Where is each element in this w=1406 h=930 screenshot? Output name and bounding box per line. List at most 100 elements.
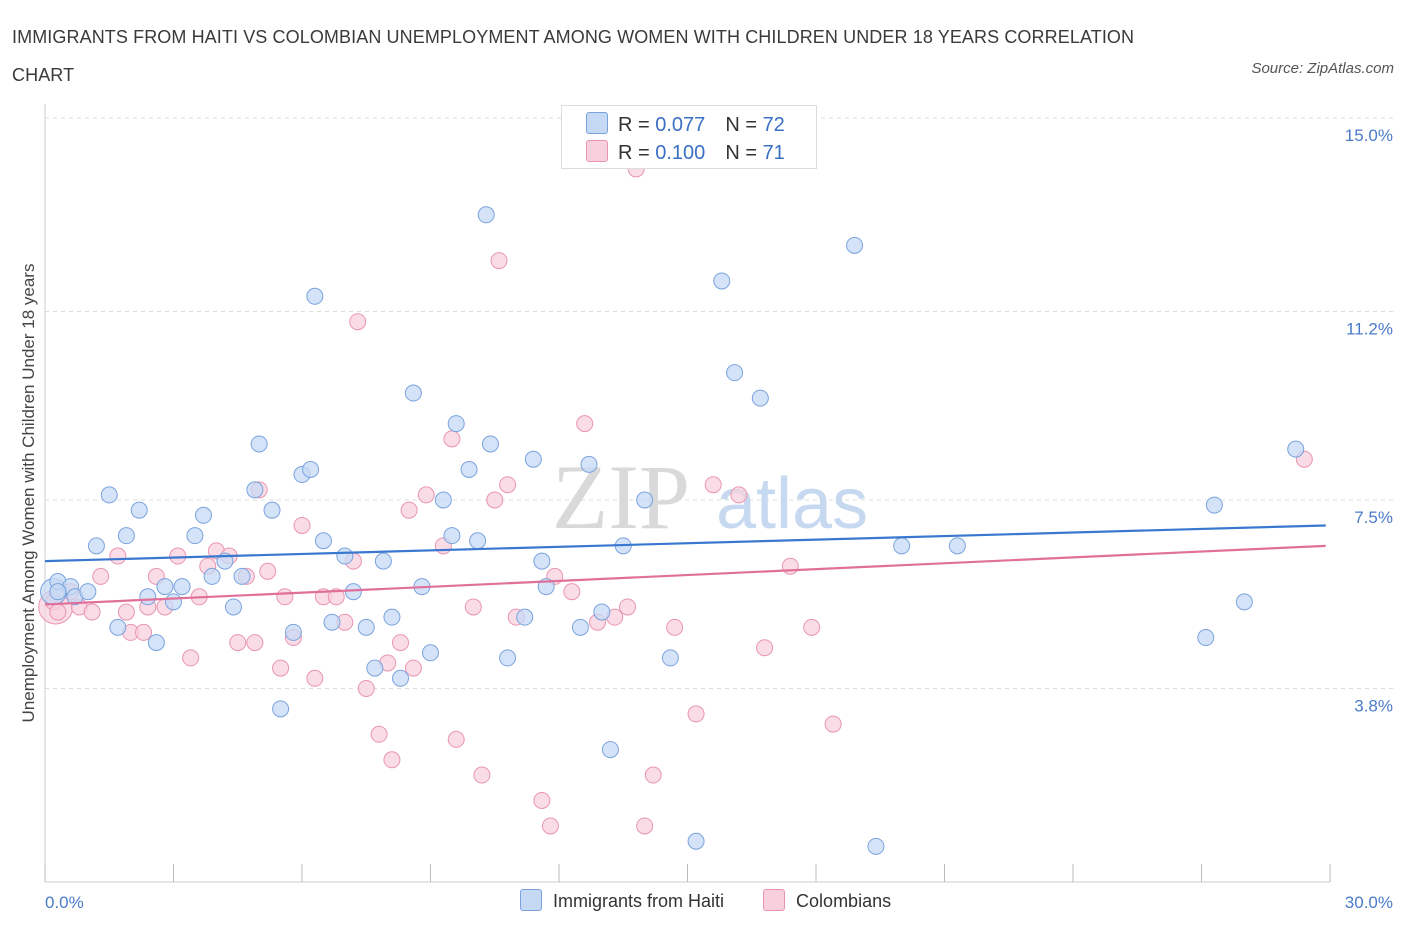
colombians-point — [636, 817, 654, 835]
haiti-point — [447, 415, 465, 433]
haiti-trend-line — [44, 524, 1326, 563]
colombians-point — [272, 659, 290, 677]
haiti-point — [404, 384, 422, 402]
haiti-point — [49, 583, 67, 601]
haiti-point — [516, 608, 534, 626]
haiti-point — [366, 659, 384, 677]
bottom-legend-swatch-haiti — [520, 889, 542, 911]
colombians-point — [756, 639, 774, 657]
colombians-point — [417, 486, 435, 504]
colombians-point — [404, 659, 422, 677]
haiti-point — [443, 527, 461, 545]
colombians-point — [246, 634, 264, 652]
haiti-point — [383, 608, 401, 626]
bottom-legend-label-haiti: Immigrants from Haiti — [553, 891, 725, 911]
haiti-point — [580, 455, 598, 473]
source-label: Source: ZipAtlas.com — [1251, 60, 1394, 77]
haiti-point — [392, 669, 410, 687]
haiti-point — [250, 435, 268, 453]
bottom-legend: Immigrants from Haiti Colombians — [520, 889, 925, 912]
haiti-point — [117, 527, 135, 545]
colombians-point — [392, 634, 410, 652]
colombians-point — [486, 491, 504, 509]
haiti-point — [314, 532, 332, 550]
haiti-point — [100, 486, 118, 504]
haiti-point — [109, 618, 127, 636]
haiti-point — [713, 272, 731, 290]
chart-title: IMMIGRANTS FROM HAITI VS COLOMBIAN UNEMP… — [12, 27, 1135, 85]
colombians-point — [182, 649, 200, 667]
colombians-point — [135, 623, 153, 641]
colombians-point — [49, 603, 67, 621]
legend: R = 0.077 N = 72 R = 0.100 N = 71 — [561, 105, 817, 169]
haiti-point — [263, 501, 281, 519]
legend-r-value: 0.100 — [655, 142, 706, 164]
haiti-point — [422, 644, 439, 662]
haiti-point — [87, 537, 105, 555]
haiti-point — [306, 287, 324, 305]
x-tick-label: 30.0% — [1345, 893, 1393, 912]
colombians-point — [576, 415, 594, 433]
colombians-point — [92, 567, 110, 585]
haiti-point — [302, 460, 320, 478]
legend-n-value: 72 — [762, 114, 785, 136]
colombians-point — [824, 715, 842, 733]
colombians-point — [464, 598, 482, 616]
haiti-point — [173, 578, 191, 596]
haiti-point — [601, 741, 619, 759]
haiti-point — [893, 537, 911, 555]
watermark: ZIP atlas — [552, 446, 868, 548]
bottom-legend-haiti: Immigrants from Haiti — [520, 889, 724, 912]
bottom-legend-label-colombians: Colombians — [796, 891, 892, 911]
x-tick-label: 0.0% — [45, 893, 84, 912]
haiti-point — [194, 506, 212, 524]
watermark-zip: ZIP — [552, 446, 690, 548]
colombians-point — [803, 618, 821, 636]
colombians-point — [447, 730, 465, 748]
haiti-point — [571, 618, 589, 636]
haiti-point — [636, 491, 654, 509]
haiti-point — [661, 649, 679, 667]
colombians-point — [666, 618, 684, 636]
haiti-point — [284, 623, 302, 641]
bottom-legend-colombians: Colombians — [763, 889, 891, 912]
watermark-atlas: atlas — [716, 464, 868, 544]
axes — [44, 104, 1331, 883]
haiti-point — [460, 460, 478, 478]
legend-swatch-colombians — [586, 140, 608, 162]
colombians-point — [169, 547, 187, 565]
haiti-point — [139, 588, 157, 606]
colombians-point — [109, 547, 127, 565]
haiti-point — [726, 364, 744, 382]
haiti-point — [477, 206, 495, 224]
haiti-point — [224, 598, 242, 616]
colombians-point — [370, 725, 388, 743]
tick-labels: 3.8% 7.5% 11.2% 15.0% 0.0% 30.0% — [45, 126, 1393, 912]
legend-n-label: N = — [725, 114, 763, 136]
colombians-point — [117, 603, 135, 621]
trend-lines — [44, 524, 1326, 606]
colombians-point — [229, 634, 247, 652]
colombians-point — [327, 588, 345, 606]
colombians-point — [357, 679, 375, 697]
haiti-point — [846, 236, 864, 254]
colombians-point — [644, 766, 662, 784]
colombians-trend-line — [44, 544, 1326, 606]
colombians-point — [83, 603, 101, 621]
colombians-point — [383, 751, 401, 769]
colombians-point — [781, 557, 799, 575]
haiti-point — [233, 567, 251, 585]
colombians-point — [276, 588, 294, 606]
haiti-point — [499, 649, 517, 667]
y-tick-label: 15.0% — [1345, 126, 1393, 145]
haiti-point — [1205, 496, 1223, 514]
legend-row-haiti: R = 0.077 N = 72 — [586, 112, 785, 138]
legend-row-colombians: R = 0.100 N = 71 — [586, 140, 785, 166]
haiti-point — [130, 501, 148, 519]
colombians-point — [533, 792, 551, 810]
haiti-point — [751, 389, 769, 407]
colombians-point — [730, 486, 748, 504]
colombians-point — [259, 562, 277, 580]
haiti-point — [434, 491, 452, 509]
